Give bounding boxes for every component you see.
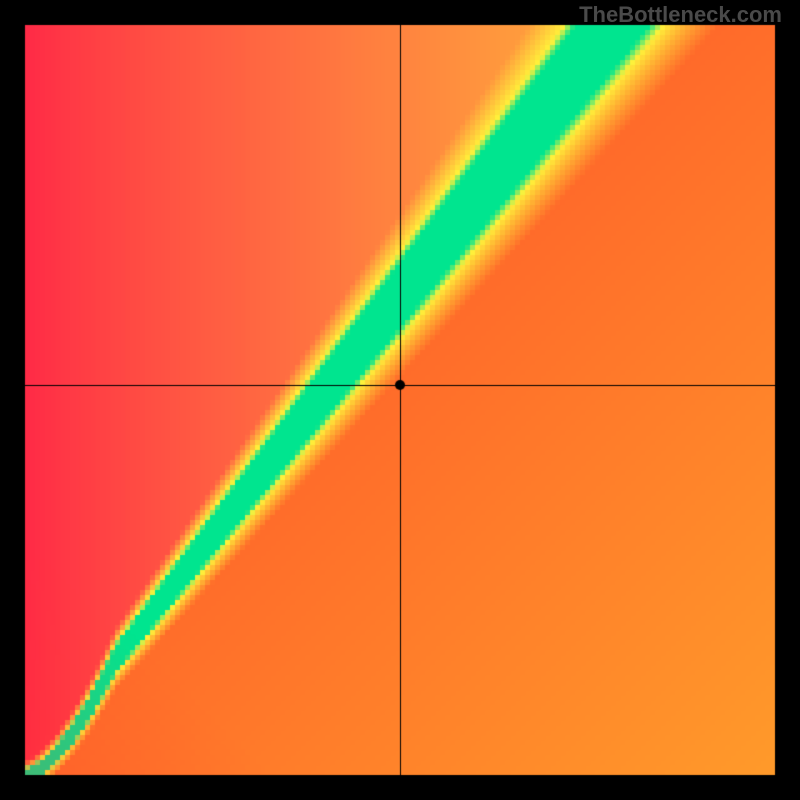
bottleneck-heatmap bbox=[0, 0, 800, 800]
watermark-text: TheBottleneck.com bbox=[579, 2, 782, 28]
